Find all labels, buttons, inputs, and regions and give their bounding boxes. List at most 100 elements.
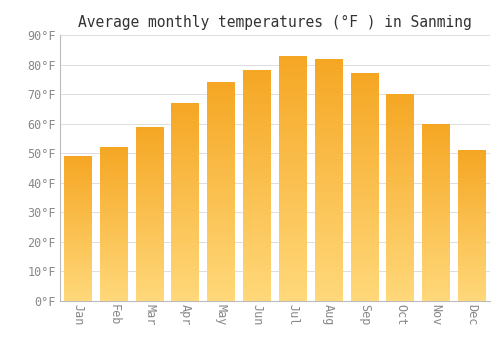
Bar: [64, 240, 92, 241]
Bar: [243, 217, 271, 218]
Bar: [172, 147, 200, 148]
Bar: [422, 239, 450, 240]
Bar: [458, 153, 486, 154]
Bar: [172, 145, 200, 146]
Bar: [172, 118, 200, 119]
Bar: [172, 230, 200, 231]
Bar: [64, 156, 92, 157]
Bar: [279, 85, 307, 86]
Bar: [243, 186, 271, 187]
Bar: [350, 94, 378, 95]
Bar: [279, 165, 307, 166]
Bar: [172, 259, 200, 260]
Bar: [350, 87, 378, 88]
Bar: [100, 201, 128, 202]
Bar: [386, 98, 414, 99]
Bar: [208, 230, 235, 231]
Bar: [279, 96, 307, 97]
Bar: [64, 195, 92, 196]
Bar: [208, 87, 235, 88]
Bar: [64, 191, 92, 192]
Bar: [172, 272, 200, 273]
Bar: [422, 135, 450, 136]
Bar: [64, 270, 92, 271]
Bar: [315, 255, 342, 256]
Bar: [315, 248, 342, 249]
Bar: [422, 281, 450, 282]
Bar: [100, 198, 128, 199]
Bar: [172, 268, 200, 269]
Bar: [279, 202, 307, 203]
Bar: [350, 103, 378, 104]
Bar: [458, 166, 486, 167]
Bar: [136, 148, 164, 149]
Bar: [386, 248, 414, 249]
Bar: [458, 215, 486, 216]
Bar: [422, 162, 450, 163]
Bar: [422, 231, 450, 232]
Bar: [422, 209, 450, 210]
Bar: [279, 196, 307, 197]
Bar: [279, 78, 307, 79]
Bar: [350, 148, 378, 150]
Bar: [208, 147, 235, 148]
Bar: [386, 157, 414, 158]
Bar: [64, 194, 92, 195]
Bar: [315, 130, 342, 131]
Bar: [279, 64, 307, 65]
Bar: [279, 300, 307, 301]
Bar: [315, 222, 342, 223]
Bar: [243, 196, 271, 197]
Bar: [136, 180, 164, 181]
Bar: [172, 216, 200, 217]
Bar: [172, 222, 200, 223]
Bar: [172, 180, 200, 181]
Bar: [315, 198, 342, 199]
Bar: [279, 135, 307, 137]
Bar: [386, 115, 414, 116]
Bar: [279, 124, 307, 126]
Bar: [208, 183, 235, 184]
Bar: [458, 239, 486, 240]
Bar: [350, 126, 378, 127]
Bar: [315, 296, 342, 297]
Bar: [350, 121, 378, 122]
Bar: [243, 188, 271, 189]
Bar: [386, 138, 414, 139]
Bar: [350, 210, 378, 211]
Bar: [386, 116, 414, 117]
Bar: [386, 169, 414, 170]
Bar: [100, 275, 128, 276]
Bar: [279, 86, 307, 88]
Bar: [136, 286, 164, 287]
Bar: [315, 183, 342, 185]
Bar: [64, 271, 92, 272]
Bar: [458, 173, 486, 174]
Bar: [172, 282, 200, 283]
Bar: [243, 255, 271, 256]
Bar: [136, 235, 164, 236]
Bar: [458, 188, 486, 189]
Bar: [279, 273, 307, 274]
Bar: [422, 151, 450, 152]
Bar: [350, 133, 378, 134]
Bar: [243, 113, 271, 114]
Bar: [136, 287, 164, 288]
Bar: [386, 183, 414, 184]
Bar: [243, 298, 271, 299]
Bar: [279, 150, 307, 151]
Bar: [64, 239, 92, 240]
Bar: [350, 155, 378, 156]
Bar: [279, 61, 307, 62]
Bar: [208, 148, 235, 149]
Bar: [279, 209, 307, 210]
Bar: [100, 257, 128, 258]
Bar: [100, 291, 128, 292]
Bar: [279, 276, 307, 278]
Bar: [422, 152, 450, 153]
Bar: [208, 112, 235, 113]
Bar: [243, 150, 271, 151]
Bar: [64, 208, 92, 209]
Bar: [315, 217, 342, 219]
Bar: [172, 103, 200, 104]
